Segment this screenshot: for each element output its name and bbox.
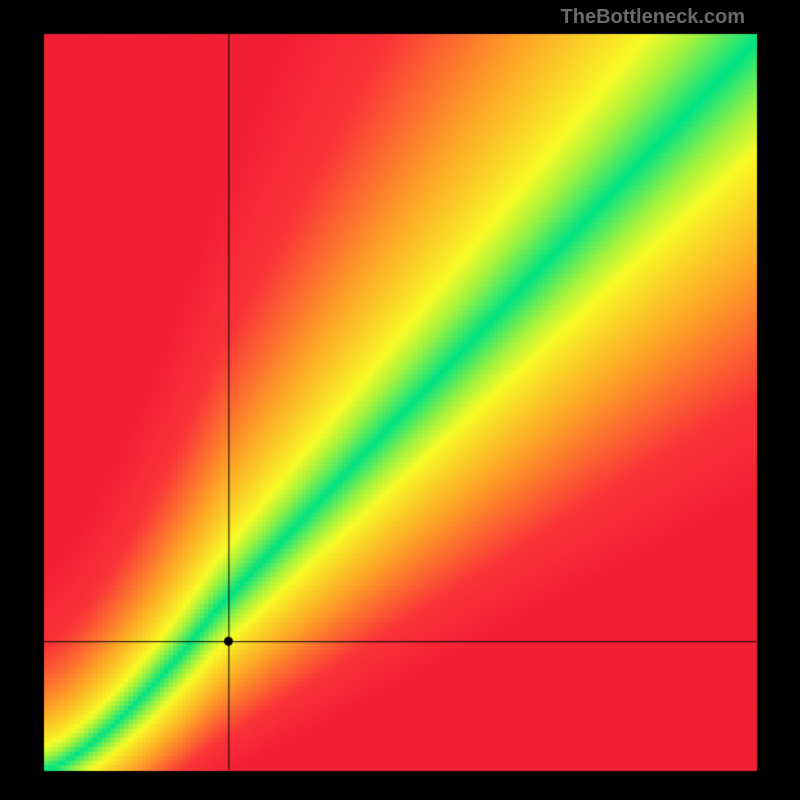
- watermark-text: TheBottleneck.com: [561, 6, 745, 29]
- bottleneck-heatmap: [0, 0, 800, 800]
- chart-container: TheBottleneck.com: [0, 0, 800, 800]
